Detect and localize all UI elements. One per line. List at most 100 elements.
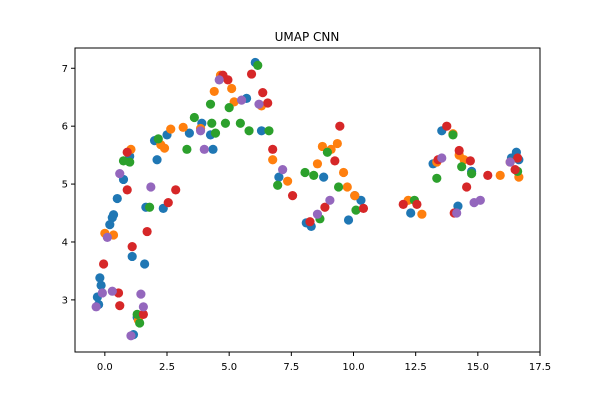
data-point [319,172,329,182]
x-tick-label: 12.5 [405,362,427,373]
data-points [91,57,524,341]
data-point [223,75,233,85]
data-point [127,251,137,262]
data-point [153,134,163,144]
data-point [256,126,267,136]
x-axis: 0.0 2.5 5.0 7.5 10.0 12.5 15.0 17.5 [97,352,551,373]
data-point [171,185,181,195]
x-tick-label: 5.0 [221,362,237,373]
data-point [312,159,323,169]
data-point [199,144,209,154]
data-point [125,157,135,167]
data-point [278,165,288,175]
data-point [309,170,319,180]
data-point [105,220,115,230]
y-tick-label: 3 [62,295,68,306]
y-tick-label: 7 [62,64,68,75]
data-point [178,122,188,132]
data-point [495,170,505,180]
data-point [99,259,109,269]
data-point [166,124,176,134]
data-point [437,153,447,163]
data-point [210,128,221,138]
data-point [253,60,263,70]
data-point [254,99,264,109]
data-point [214,75,224,85]
data-point [442,121,452,131]
data-point [112,193,122,204]
data-point [513,153,523,163]
data-point [122,147,132,157]
data-point [283,176,293,186]
y-tick-label: 6 [62,122,68,133]
data-point [140,259,150,269]
data-point [220,118,231,128]
data-point [312,209,323,219]
data-point [406,208,416,218]
data-point [273,180,283,190]
data-point [462,182,472,192]
data-point [274,172,284,182]
data-point [189,112,199,123]
data-point [227,83,237,94]
data-point [417,209,427,219]
data-point [263,98,273,108]
data-point [467,169,477,179]
data-point [224,103,234,113]
data-point [122,185,132,195]
data-point [305,217,315,227]
data-point [95,273,105,283]
data-point [330,156,340,166]
data-point [268,155,278,165]
data-point [475,195,485,205]
data-point [453,201,463,211]
data-point [127,242,137,252]
data-point [350,191,360,201]
data-point [510,165,520,175]
data-point [338,167,349,178]
data-point [96,280,106,291]
data-point [483,170,493,180]
data-point [335,121,345,131]
data-point [258,87,268,98]
data-point [142,226,152,237]
data-point [452,208,462,218]
x-tick-label: 0.0 [97,362,113,373]
plot-frame [74,47,541,353]
data-point [135,318,145,328]
data-point [268,144,278,154]
data-point [235,118,245,128]
data-point [332,138,342,149]
data-point [102,232,112,242]
data-point [207,118,217,128]
data-point [138,302,148,312]
data-point [448,130,458,140]
data-point [412,199,422,209]
data-point [358,203,369,213]
data-point [126,331,136,341]
data-point [325,195,335,205]
data-point [209,86,219,97]
data-point [107,286,117,296]
data-point [300,167,310,178]
data-point [246,69,257,79]
data-point [146,182,156,192]
x-tick-label: 10.0 [342,362,364,373]
data-point [454,145,464,156]
data-point [182,144,192,154]
data-point [398,199,408,209]
data-point [244,126,254,136]
y-tick-label: 4 [62,237,68,248]
data-point [432,173,442,183]
data-point [342,182,352,192]
data-point [465,156,475,166]
data-point [115,301,125,311]
data-point [505,157,515,167]
data-point [107,213,117,223]
data-point [320,202,330,212]
data-point [208,144,218,154]
x-tick-label: 2.5 [159,362,175,373]
data-point [351,205,361,215]
